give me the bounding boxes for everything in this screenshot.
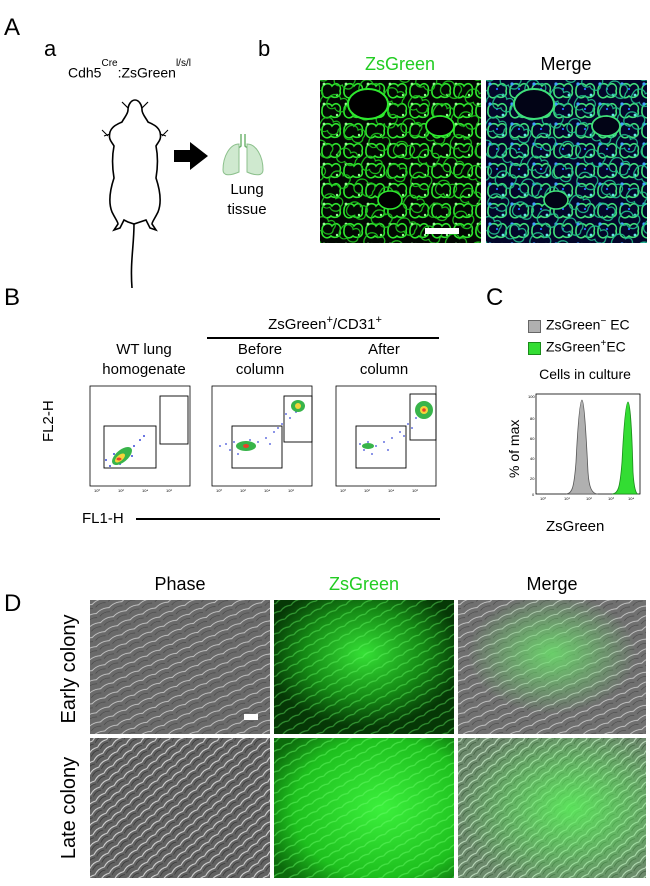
- panel-d-letter: D: [4, 590, 22, 617]
- genotype-label: Cdh5Cre:ZsGreenl/s/l: [68, 58, 191, 81]
- legend-neg-swatch: [528, 320, 541, 333]
- c-subtitle: Cells in culture: [539, 366, 631, 382]
- legend-neg-label: ZsGreen− EC: [546, 316, 630, 333]
- lung-label-line1: Lung: [230, 181, 264, 198]
- panel-a-letter: A: [4, 14, 21, 41]
- svg-text:10¹: 10¹: [564, 496, 570, 501]
- genotype-mid: :ZsGreen: [117, 64, 176, 81]
- svg-text:10²: 10²: [240, 488, 246, 493]
- svg-text:100: 100: [528, 394, 535, 399]
- svg-text:10⁶: 10⁶: [412, 488, 418, 493]
- genotype-sup-lsl: l/s/l: [175, 58, 191, 69]
- b-col3-line2: column: [359, 361, 409, 378]
- panel-a-sub-b: b: [258, 36, 271, 61]
- flow-plot-wt: 10⁰ 10² 10⁴ 10⁶: [89, 385, 191, 493]
- genotype-sup-cre: Cre: [101, 58, 118, 69]
- lung-icon: [222, 134, 264, 176]
- d-col-merge: Merge: [526, 574, 578, 594]
- svg-text:10⁴: 10⁴: [264, 488, 270, 493]
- svg-text:40: 40: [530, 456, 535, 461]
- b-col2-header: Before column: [206, 340, 314, 380]
- b-group-cd31: /CD31: [332, 316, 376, 333]
- b-group-sup1: +: [326, 314, 333, 326]
- b-x-axis-rule: [136, 518, 440, 520]
- panel-c-letter: C: [486, 284, 504, 311]
- late-phase-micrograph: [90, 738, 270, 878]
- early-phase-micrograph: [90, 600, 270, 734]
- b-group-rule: [207, 337, 439, 339]
- svg-text:10⁰: 10⁰: [216, 488, 222, 493]
- flow-plot-after-column: 10⁰ 10² 10⁴ 10⁶: [335, 385, 437, 493]
- lung-merge-micrograph: [486, 80, 647, 243]
- panel-a-sub-a: a: [44, 36, 57, 61]
- lung-tissue-label: Lung tissue: [222, 180, 272, 220]
- b-group-sup2: +: [375, 314, 382, 326]
- d-scale-bar: [244, 714, 258, 720]
- a-col-merge: Merge: [540, 54, 592, 74]
- b-col1-header: WT lung homogenate: [84, 340, 204, 380]
- legend-neg-sup: −: [600, 316, 607, 327]
- svg-text:10⁶: 10⁶: [166, 488, 172, 493]
- right-arrow-icon: [174, 142, 208, 170]
- svg-text:60: 60: [530, 436, 535, 441]
- mouse-drawing: [101, 99, 169, 289]
- b-y-axis-label: FL2-H: [40, 400, 57, 442]
- svg-text:10⁶: 10⁶: [288, 488, 294, 493]
- early-zsgreen-micrograph: [274, 600, 454, 734]
- flow-plot-before-column: 10⁰ 10² 10⁴ 10⁶: [211, 385, 313, 493]
- svg-text:10⁰: 10⁰: [94, 488, 100, 493]
- b-col2-line1: Before: [237, 341, 283, 358]
- legend-pos-suffix: EC: [606, 338, 626, 355]
- legend-pos-sup: +: [600, 338, 607, 349]
- b-col1-line1: WT lung: [116, 341, 172, 358]
- scale-bar: [425, 228, 459, 234]
- lung-label-line2: tissue: [227, 201, 267, 218]
- svg-text:10⁴: 10⁴: [628, 496, 634, 501]
- svg-text:10³: 10³: [608, 496, 614, 501]
- b-col3-header: After column: [330, 340, 438, 380]
- c-y-axis-label: % of max: [506, 419, 522, 478]
- legend-neg-suffix: EC: [606, 316, 630, 333]
- svg-text:80: 80: [530, 416, 535, 421]
- legend-pos-text: ZsGreen: [546, 338, 601, 355]
- b-group-zsgreen: ZsGreen: [268, 316, 327, 333]
- svg-text:10⁴: 10⁴: [142, 488, 148, 493]
- b-col1-line2: homogenate: [102, 361, 186, 378]
- a-col-zsgreen: ZsGreen: [364, 54, 436, 74]
- svg-text:10⁰: 10⁰: [340, 488, 346, 493]
- svg-text:10⁴: 10⁴: [388, 488, 394, 493]
- b-col2-line2: column: [235, 361, 285, 378]
- d-col-zsgreen: ZsGreen: [328, 574, 400, 594]
- legend-pos-swatch: [528, 342, 541, 355]
- b-group-label: ZsGreen+/CD31+: [210, 314, 440, 333]
- b-col3-line1: After: [368, 341, 400, 358]
- svg-text:10²: 10²: [364, 488, 370, 493]
- svg-text:10²: 10²: [118, 488, 124, 493]
- late-merge-micrograph: [458, 738, 646, 878]
- histogram-plot: 100 80 60 40 20 0 10⁰ 10¹ 10² 10³ 10⁴: [528, 393, 641, 501]
- lung-zsgreen-micrograph: [320, 80, 481, 243]
- d-row-early: Early colony: [58, 614, 80, 724]
- b-x-axis-label: FL1-H: [82, 510, 124, 527]
- svg-text:10⁰: 10⁰: [540, 496, 546, 501]
- d-row-late: Late colony: [58, 756, 80, 860]
- legend-pos-label: ZsGreen+EC: [546, 338, 626, 355]
- c-x-axis-label: ZsGreen: [546, 518, 605, 535]
- panel-b-letter: B: [4, 284, 21, 311]
- d-col-phase: Phase: [154, 574, 206, 594]
- late-zsgreen-micrograph: [274, 738, 454, 878]
- svg-text:0: 0: [532, 492, 535, 497]
- legend-neg-text: ZsGreen: [546, 316, 601, 333]
- svg-text:20: 20: [530, 476, 535, 481]
- early-merge-micrograph: [458, 600, 646, 734]
- genotype-base: Cdh5: [68, 64, 102, 81]
- svg-text:10²: 10²: [586, 496, 592, 501]
